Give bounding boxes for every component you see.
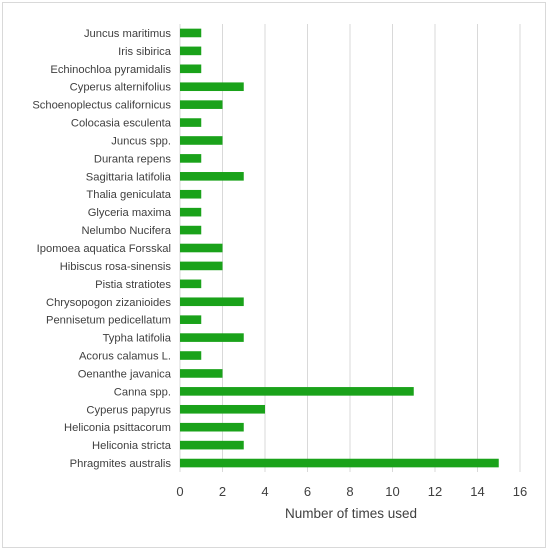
bar bbox=[180, 154, 202, 163]
category-label: Juncus spp. bbox=[111, 135, 171, 147]
bar bbox=[180, 207, 202, 217]
bar bbox=[180, 64, 202, 74]
bar bbox=[180, 136, 223, 145]
x-tick-labels: 0 2 4 6 8 10 12 14 16 bbox=[176, 484, 527, 499]
category-label: Heliconia psittacorum bbox=[64, 422, 171, 434]
category-label: Thalia geniculata bbox=[86, 189, 171, 201]
x-tick-label: 2 bbox=[219, 484, 226, 499]
category-label: Canna spp. bbox=[114, 386, 171, 398]
bar bbox=[180, 297, 244, 307]
bar-chart: Juncus maritimus Iris sibirica Echinochloa… bbox=[32, 24, 527, 521]
x-tick-label: 14 bbox=[470, 484, 484, 499]
category-label: Cyperus papyrus bbox=[86, 404, 171, 416]
category-label: Oenanthe javanica bbox=[78, 368, 172, 380]
category-label: Cyperus alternifolius bbox=[70, 82, 172, 94]
category-label: Typha latifolia bbox=[103, 333, 172, 345]
bar bbox=[180, 46, 202, 56]
category-label: Pennisetum pedicellatum bbox=[46, 315, 171, 327]
bar bbox=[180, 404, 265, 414]
category-label: Heliconia stricta bbox=[92, 440, 172, 452]
x-tick-label: 8 bbox=[346, 484, 353, 499]
chart-frame: Juncus maritimus Iris sibirica Echinochloa… bbox=[2, 2, 546, 548]
bar bbox=[180, 315, 202, 324]
bar bbox=[180, 118, 202, 127]
x-tick-label: 16 bbox=[513, 484, 527, 499]
bar bbox=[180, 225, 202, 235]
x-tick-label: 0 bbox=[176, 484, 183, 499]
bar bbox=[180, 369, 223, 378]
category-label: Ipomoea aquatica Forsskal bbox=[37, 243, 171, 255]
category-label: Iris sibirica bbox=[118, 46, 172, 58]
bar bbox=[180, 458, 499, 468]
category-label: Echinochloa pyramidalis bbox=[50, 64, 171, 76]
bar bbox=[180, 28, 202, 38]
bar bbox=[180, 172, 244, 181]
category-label: Juncus maritimus bbox=[84, 28, 171, 40]
bar bbox=[180, 243, 223, 253]
category-label: Chrysopogon zizanioides bbox=[46, 297, 171, 309]
category-label: Glyceria maxima bbox=[88, 207, 172, 219]
bar bbox=[180, 387, 414, 396]
x-tick-label: 4 bbox=[261, 484, 268, 499]
bar bbox=[180, 440, 244, 450]
category-label: Colocasia esculenta bbox=[71, 118, 172, 130]
x-tick-label: 12 bbox=[428, 484, 442, 499]
gridlines bbox=[179, 24, 521, 472]
bars bbox=[180, 28, 499, 468]
category-label: Schoenoplectus californicus bbox=[32, 100, 171, 112]
bar bbox=[180, 351, 202, 360]
x-tick-label: 6 bbox=[304, 484, 311, 499]
bar bbox=[180, 100, 223, 109]
category-label: Sagittaria latifolia bbox=[86, 171, 172, 183]
category-labels: Juncus maritimus Iris sibirica Echinochloa… bbox=[32, 28, 171, 470]
category-label: Duranta repens bbox=[94, 153, 172, 165]
category-label: Phragmites australis bbox=[70, 458, 172, 470]
category-label: Nelumbo Nucifera bbox=[81, 225, 171, 237]
bar bbox=[180, 189, 202, 199]
category-label: Pistia stratiotes bbox=[95, 279, 171, 291]
category-label: Hibiscus rosa-sinensis bbox=[60, 261, 172, 273]
bar bbox=[180, 82, 244, 92]
category-label: Acorus calamus L. bbox=[79, 351, 171, 363]
x-axis-title: Number of times used bbox=[285, 506, 417, 521]
bar bbox=[180, 333, 244, 342]
bar bbox=[180, 261, 223, 271]
x-tick-label: 10 bbox=[385, 484, 399, 499]
bar bbox=[180, 279, 202, 289]
bar bbox=[180, 422, 244, 432]
